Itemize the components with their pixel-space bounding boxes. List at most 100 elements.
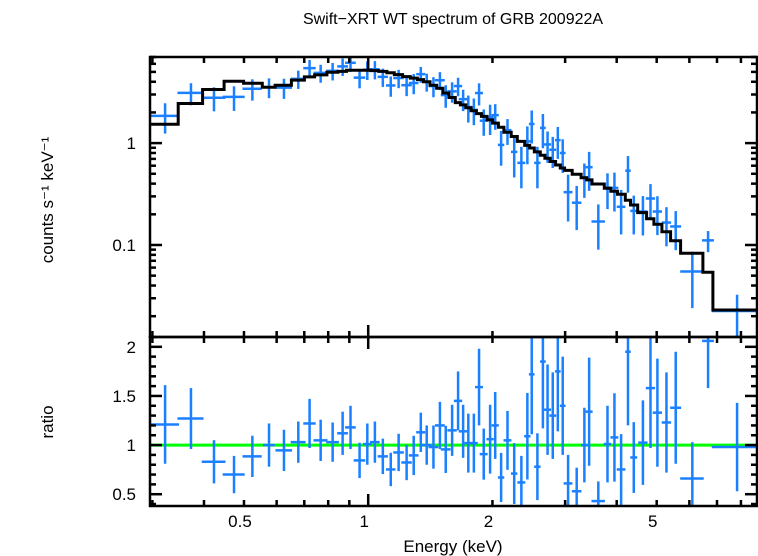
ratio-point <box>554 337 561 432</box>
data-point <box>303 60 316 79</box>
ratio-point <box>491 392 499 459</box>
ratio-y-axis-label: ratio <box>38 405 57 438</box>
data-point <box>702 231 714 253</box>
spectrum-marks <box>150 57 757 337</box>
ratio-point <box>652 358 662 467</box>
ratio-point <box>475 348 483 426</box>
ratio-point <box>262 423 275 467</box>
x-tick-label: 1 <box>359 512 368 531</box>
data-point <box>571 185 582 231</box>
ratio-point <box>242 435 262 478</box>
ratio-point <box>517 455 526 506</box>
y-tick-label: 0.1 <box>112 236 136 255</box>
ratio-point <box>528 337 535 435</box>
data-point <box>275 78 293 99</box>
ratio-point <box>670 351 682 464</box>
ratio-point <box>645 337 656 449</box>
ratio-point <box>440 425 451 473</box>
ratio-point <box>377 438 388 475</box>
top-y-axis-label: counts s⁻¹ keV⁻¹ <box>38 136 57 263</box>
ratio-point <box>571 467 582 506</box>
data-point <box>563 174 573 222</box>
ratio-point <box>385 452 396 487</box>
x-tick-label: 0.5 <box>228 512 252 531</box>
data-point <box>453 77 463 97</box>
x-tick-label: 5 <box>648 512 657 531</box>
data-point <box>661 207 672 247</box>
ratio-point <box>408 435 419 476</box>
ratio-point <box>503 410 512 470</box>
ratio-point <box>362 423 372 465</box>
ratio-point <box>177 388 204 450</box>
ratio-point <box>401 444 412 481</box>
spectrum-panel <box>150 57 757 337</box>
ratio-point <box>702 337 714 389</box>
data-point <box>517 146 526 189</box>
data-point <box>201 87 226 112</box>
ratio-point <box>421 425 432 465</box>
ratio-point <box>580 407 588 483</box>
ratio-point <box>497 452 505 503</box>
ratio-point <box>585 357 593 466</box>
data-point <box>177 83 204 106</box>
ratio-point <box>534 433 541 501</box>
ratio-point <box>369 421 380 463</box>
ratio-point <box>479 428 488 480</box>
ratio-frame <box>148 335 758 508</box>
data-point <box>510 135 518 178</box>
data-point <box>385 76 396 97</box>
ratio-point <box>393 433 404 472</box>
ratio-point <box>453 371 463 431</box>
ratio-point <box>510 443 518 505</box>
ratio-point <box>616 434 626 505</box>
ratio-point <box>353 442 366 479</box>
ratio-point <box>326 422 339 462</box>
data-point <box>401 76 412 97</box>
ratio-point <box>337 411 348 455</box>
ratio-tick-label: 2 <box>127 338 136 357</box>
data-point <box>534 146 541 189</box>
data-point <box>353 69 366 89</box>
axes <box>148 55 758 508</box>
ratio-marks <box>150 337 757 506</box>
ratio-point <box>711 402 757 492</box>
ratio-tick-label: 1 <box>127 436 136 455</box>
data-point <box>447 82 457 103</box>
data-point <box>337 58 348 76</box>
ratio-point <box>313 419 328 461</box>
data-point <box>497 130 505 166</box>
ratio-point <box>549 372 557 459</box>
data-point <box>491 104 499 130</box>
ratio-point <box>428 425 439 469</box>
ratio-point <box>416 412 426 452</box>
ratio-point <box>680 442 704 506</box>
data-point <box>528 110 535 144</box>
ratio-point <box>458 404 468 458</box>
ratio-point <box>222 455 245 494</box>
ratio-panel <box>150 337 757 506</box>
ratio-point <box>486 404 494 474</box>
data-point <box>591 204 605 250</box>
data-point <box>585 151 593 191</box>
ratio-point <box>303 398 316 449</box>
ratio-point <box>563 454 573 506</box>
data-point <box>680 251 704 309</box>
data-point <box>630 195 638 235</box>
ratio-point <box>544 364 552 455</box>
ratio-point <box>345 405 356 450</box>
ratio-point <box>559 356 566 455</box>
data-point <box>554 126 561 159</box>
ratio-point <box>524 393 531 480</box>
data-point <box>670 211 682 251</box>
data-point <box>222 86 245 111</box>
ratio-point <box>540 337 546 429</box>
x-axis-label: Energy (keV) <box>403 537 502 556</box>
ratio-tick-label: 0.5 <box>112 485 136 504</box>
ratio-point <box>630 422 638 493</box>
ratio-point <box>275 429 293 472</box>
ratio-tick-label: 1.5 <box>112 387 136 406</box>
chart-title: Swift−XRT WT spectrum of GRB 200922A <box>303 11 603 28</box>
data-point <box>616 189 626 235</box>
ratio-point <box>610 393 619 482</box>
